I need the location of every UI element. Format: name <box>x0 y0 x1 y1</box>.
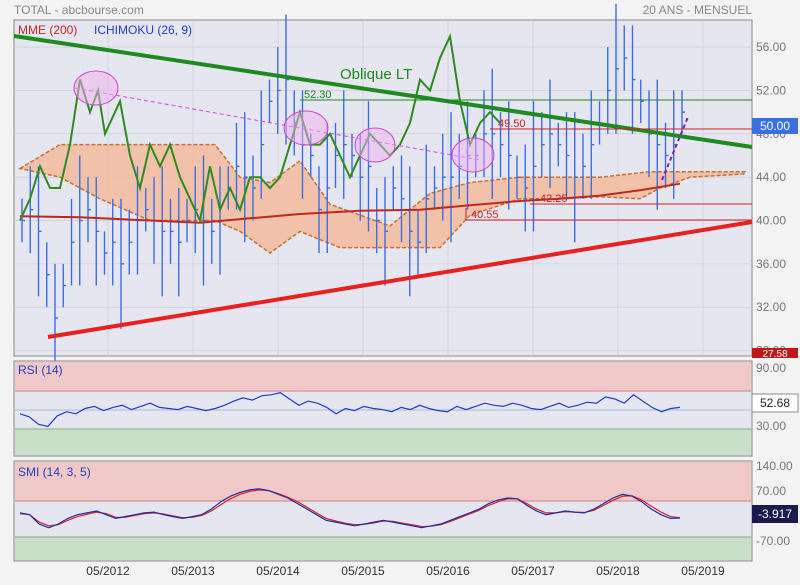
oblique-lt-label: Oblique LT <box>340 66 412 83</box>
rsi-title: RSI (14) <box>18 363 63 377</box>
cloud-area <box>17 143 746 254</box>
smi-overbought-zone <box>15 462 751 501</box>
legend-mme: MME (200) <box>18 23 77 37</box>
min-badge-value: 27.58 <box>762 349 787 360</box>
smi-tick-neg70: -70.00 <box>756 534 790 548</box>
rsi-line <box>19 392 681 428</box>
mme-200-line <box>19 182 681 224</box>
smi-value-badge <box>752 505 798 523</box>
legend-ichimoku: ICHIMOKU (26, 9) <box>94 23 192 37</box>
rsi-last-value: 52.68 <box>760 396 790 410</box>
smi-oversold-zone <box>15 537 751 560</box>
rsi-tick-30: 30.00 <box>756 419 786 433</box>
last-price-badge <box>752 118 798 134</box>
x-tick-label: 05/2016 <box>426 564 470 578</box>
rsi-value-badge <box>751 393 799 413</box>
price-y-tick: 32.00 <box>756 300 786 314</box>
smi-title: SMI (14, 3, 5) <box>18 465 91 479</box>
projection-line <box>661 116 689 181</box>
x-axis: 05/2012 05/2013 05/2014 05/2015 05/2016 05/20… <box>86 564 725 578</box>
level-4055-label: 40.55 <box>471 209 499 221</box>
smi-tick-70: 70.00 <box>756 484 786 498</box>
price-y-tick: 36.00 <box>756 257 786 271</box>
highlight-circle <box>354 127 396 163</box>
price-y-tick: 44.00 <box>756 170 786 184</box>
x-tick-label: 05/2018 <box>596 564 640 578</box>
smi-tick-140: 140.00 <box>756 459 793 473</box>
ichimoku-cloud <box>17 143 746 254</box>
rsi-overbought-zone <box>15 362 751 391</box>
highlight-circle <box>283 110 329 146</box>
min-badge <box>752 348 798 358</box>
period-label: 20 ANS - MENSUEL <box>643 3 753 17</box>
highlight-circle <box>451 137 495 173</box>
level-5230-label: 52.30 <box>304 89 332 101</box>
price-y-tick: 40.00 <box>756 214 786 228</box>
support-line <box>47 220 753 339</box>
rsi-oversold-zone <box>15 429 751 455</box>
x-tick-label: 05/2014 <box>256 564 300 578</box>
level-4225-label: 42.25 <box>540 193 568 205</box>
x-tick-label: 05/2019 <box>681 564 725 578</box>
x-tick-label: 05/2013 <box>171 564 215 578</box>
x-tick-label: 05/2012 <box>86 564 130 578</box>
smi-line <box>19 488 681 529</box>
highlight-circle <box>73 70 119 106</box>
source-label: TOTAL - abcbourse.com <box>14 3 144 17</box>
x-tick-label: 05/2015 <box>341 564 385 578</box>
x-tick-label: 05/2017 <box>511 564 555 578</box>
price-y-tick: 52.00 <box>756 83 786 97</box>
smi-last-value: -3.917 <box>758 507 792 521</box>
dotted-resistance-line <box>74 87 481 161</box>
price-y-tick: 56.00 <box>756 40 786 54</box>
last-price-value: 50.00 <box>760 119 790 133</box>
level-4950-label: 49.50 <box>498 118 526 130</box>
rsi-tick-90: 90.00 <box>756 361 786 375</box>
